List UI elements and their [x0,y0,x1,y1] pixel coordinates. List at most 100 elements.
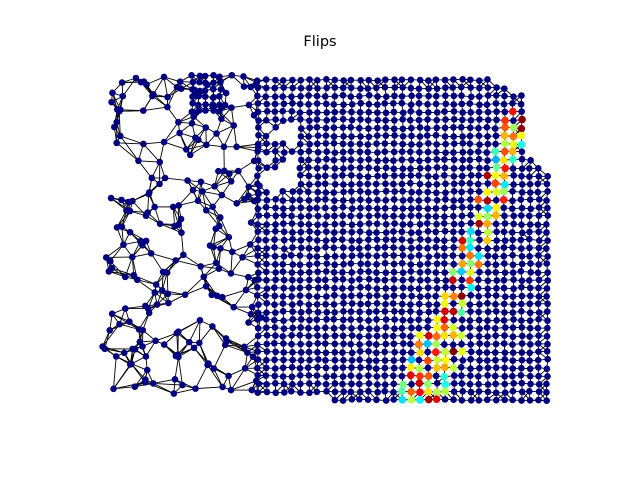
graph-node [381,276,389,284]
graph-node [399,125,407,133]
graph-node [313,100,321,107]
graph-node [483,396,491,404]
graph-node [450,300,457,307]
graph-node [313,293,321,300]
graph-node [433,109,441,116]
graph-node [330,133,338,140]
graph-node [356,228,364,235]
graph-node [323,109,331,116]
graph-node [297,92,304,100]
graph-node [374,116,382,124]
graph-node [424,172,432,180]
graph-node [458,172,466,180]
graph-node [296,252,304,259]
graph-node [399,252,407,259]
graph-node [466,317,474,324]
graph-node [518,181,526,188]
graph-node [501,293,509,300]
graph-edge [132,200,147,217]
graph-edge [143,143,161,163]
graph-node [442,189,449,197]
graph-node [459,116,466,124]
graph-node [330,189,338,196]
graph-node [390,196,398,203]
graph-node [407,268,415,275]
graph-node [483,204,492,213]
graph-node [518,340,526,347]
graph-node [322,124,330,132]
graph-node [526,349,534,357]
graph-node [484,116,492,124]
graph-node [373,188,380,196]
graph-node [407,261,415,268]
graph-node [201,72,209,80]
graph-node [440,323,449,332]
graph-node [280,349,288,356]
graph-node [424,348,432,356]
graph-node [500,228,508,236]
graph-node [526,189,534,196]
graph-node [272,348,279,356]
graph-node [526,253,533,260]
graph-node [509,244,516,251]
graph-edge [233,289,247,308]
graph-node [305,221,313,228]
graph-node [364,148,372,156]
graph-edge [230,368,246,391]
graph-node [501,180,509,189]
graph-edge [181,232,184,255]
graph-edge [184,276,205,296]
graph-node [459,75,466,83]
graph-node [262,364,270,372]
graph-node [254,205,262,213]
graph-edge [163,141,187,150]
graph-node [356,188,364,195]
graph-node [491,147,500,156]
graph-node [305,348,313,356]
graph-node [331,364,339,372]
graph-node [483,196,492,205]
graph-node [382,117,389,124]
graph-node [467,291,475,299]
graph-node [475,316,483,324]
graph-node [357,133,364,140]
graph-node [305,284,313,291]
graph-node [407,101,415,109]
graph-node [543,365,551,373]
graph-node [288,108,296,115]
graph-node [297,171,304,179]
graph-node [442,284,449,291]
graph-node [289,276,296,284]
graph-node [535,237,543,244]
graph-node [297,357,305,364]
graph-node [432,332,441,341]
graph-node [262,116,270,124]
graph-node [493,284,500,292]
graph-node [399,348,407,356]
graph-node [467,227,475,236]
graph-node [501,116,509,125]
graph-node [254,221,261,228]
graph-node [509,261,517,269]
graph-node [450,172,458,180]
graph-node [356,140,364,148]
graph-node [271,301,278,308]
graph-node [491,372,499,380]
graph-node [398,228,406,236]
graph-node [407,285,415,292]
graph-node [364,252,372,259]
graph-node [500,131,509,140]
graph-node [544,355,551,363]
graph-node [373,229,380,236]
graph-node [305,147,313,155]
graph-node [364,180,372,188]
graph-node [476,101,483,109]
graph-node [340,101,347,108]
graph-node [424,188,432,196]
graph-node [483,164,491,172]
graph-node [450,76,457,83]
graph-node [433,189,440,197]
graph-node [374,196,381,204]
graph-node [535,396,542,404]
graph-node [408,156,415,164]
